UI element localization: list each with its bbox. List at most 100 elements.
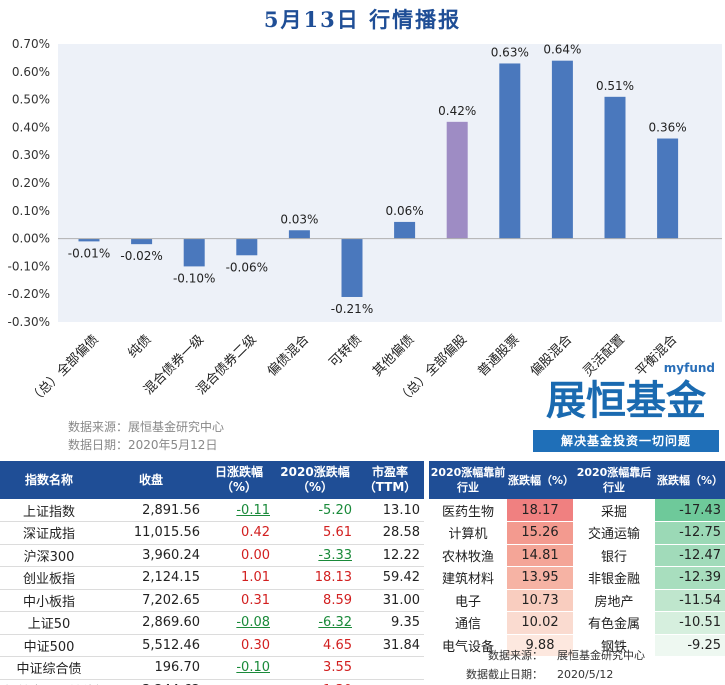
index-name-cell: 标普中国可转债指数 xyxy=(0,679,98,685)
index-row: 中小板指 7,202.65 0.31 8.59 31.00 xyxy=(0,589,424,612)
bottom-industry-cell: 有色金属 xyxy=(573,611,655,635)
y-tick-label: 0.20% xyxy=(12,176,50,190)
index-table-header: 指数名称 收盘 日涨跌幅（%） 2020涨跌幅（%） 市盈率（TTM） xyxy=(0,461,424,499)
bar-value-label: -0.02% xyxy=(120,249,162,263)
index-close-cell: 11,015.56 xyxy=(98,521,204,545)
bottom-industry-cell: 非银金融 xyxy=(573,566,655,590)
bottom-industry-change-cell: -12.75 xyxy=(655,521,725,545)
x-category-label: 普通股票 xyxy=(475,332,522,379)
bar-value-label: 0.06% xyxy=(386,204,424,218)
y-tick-label: 0.10% xyxy=(12,204,50,218)
index-ytd-change-cell: 18.13 xyxy=(274,566,356,590)
index-ytd-change-cell: 8.59 xyxy=(274,589,356,612)
bar xyxy=(394,221,416,239)
bar xyxy=(288,230,310,239)
index-row: 中证500 5,512.46 0.30 4.65 31.84 xyxy=(0,634,424,657)
chart-source: 数据来源：展恒基金研究中心 xyxy=(68,420,225,434)
index-close-cell: 2,891.56 xyxy=(98,499,204,522)
index-name-cell: 中证500 xyxy=(0,634,98,657)
index-day-change-cell: - xyxy=(204,679,274,685)
bar-value-label: -0.01% xyxy=(68,246,110,260)
index-pe-cell: 31.84 xyxy=(356,634,424,657)
industry-row: 电子 10.73 房地产 -11.54 xyxy=(429,589,725,612)
bottom-industry-cell: 交通运输 xyxy=(573,521,655,545)
header-close: 收盘 xyxy=(98,461,204,499)
bottom-industry-cell: 采掘 xyxy=(573,499,655,522)
footer-source-row: 数据来源： 展恒基金研究中心 xyxy=(429,646,725,665)
page-title: 5月13日 行情播报 xyxy=(263,7,462,32)
top-industry-cell: 电子 xyxy=(429,589,507,612)
industry-row: 建筑材料 13.95 非银金融 -12.39 xyxy=(429,566,725,590)
index-name-cell: 中证综合债 xyxy=(0,656,98,680)
index-day-change-cell: 0.31 xyxy=(204,589,274,612)
bar xyxy=(446,121,468,239)
bottom-industry-change-cell: -11.54 xyxy=(655,589,725,612)
index-pe-cell: 12.22 xyxy=(356,544,424,567)
index-ytd-change-cell: 3.55 xyxy=(274,656,356,680)
footer-source-value: 展恒基金研究中心 xyxy=(557,649,645,662)
index-close-cell: 7,202.65 xyxy=(98,589,204,612)
bottom-industry-change-cell: -9.25 xyxy=(655,634,725,657)
footer-date-row: 数据截止日期： 2020/5/12 xyxy=(429,665,725,684)
industry-table: 2020涨幅靠前行业 涨跌幅（%） 2020涨幅靠后行业 涨跌幅（%） 医药生物… xyxy=(429,461,725,657)
y-tick-label: 0.00% xyxy=(12,232,50,246)
bar xyxy=(341,238,363,297)
index-name-cell: 深证成指 xyxy=(0,521,98,545)
index-name-cell: 创业板指 xyxy=(0,566,98,590)
top-industry-change-cell: 9.88 xyxy=(507,634,573,657)
industry-row: 医药生物 18.17 采掘 -17.43 xyxy=(429,499,725,522)
y-tick-label: 0.40% xyxy=(12,120,50,134)
index-name-cell: 中小板指 xyxy=(0,589,98,612)
bar-value-label: 0.36% xyxy=(649,121,687,135)
top-industry-cell: 农林牧渔 xyxy=(429,544,507,567)
bar xyxy=(604,96,626,239)
index-name-cell: 沪深300 xyxy=(0,544,98,567)
header-index-name: 指数名称 xyxy=(0,461,98,499)
header-pe: 市盈率（TTM） xyxy=(356,461,424,499)
index-close-cell: 5,512.46 xyxy=(98,634,204,657)
index-day-change-cell: -0.10 xyxy=(204,656,274,680)
bar-value-label: 0.42% xyxy=(438,104,476,118)
top-industry-change-cell: 18.17 xyxy=(507,499,573,522)
index-close-cell: 196.70 xyxy=(98,656,204,680)
index-day-change-cell: 0.42 xyxy=(204,521,274,545)
index-row: 深证成指 11,015.56 0.42 5.61 28.58 xyxy=(0,521,424,545)
y-tick-label: 0.60% xyxy=(12,65,50,79)
index-pe-cell xyxy=(356,679,424,685)
top-industry-cell: 医药生物 xyxy=(429,499,507,522)
bottom-industry-cell: 银行 xyxy=(573,544,655,567)
index-name-cell: 上证指数 xyxy=(0,499,98,522)
header-top-change: 涨跌幅（%） xyxy=(507,461,574,499)
x-category-label: 可转债 xyxy=(327,332,365,370)
bar xyxy=(657,138,679,239)
top-industry-cell: 建筑材料 xyxy=(429,566,507,590)
bar-value-label: -0.10% xyxy=(173,271,215,285)
bottom-industry-change-cell: -17.43 xyxy=(655,499,725,522)
bottom-industry-change-cell: -12.39 xyxy=(655,566,725,590)
index-pe-cell: 59.42 xyxy=(356,566,424,590)
bar-chart: 0.70% 0.60% 0.50% 0.40% 0.30% 0.20% 0.10% 0.00%… xyxy=(8,37,722,407)
index-row: 上证50 2,869.60 -0.08 -6.32 9.35 xyxy=(0,611,424,635)
y-tick-label: 0.50% xyxy=(12,93,50,107)
index-ytd-change-cell: -3.33 xyxy=(274,544,356,567)
footer-date-value: 2020/5/12 xyxy=(557,668,614,681)
top-industry-cell: 电气设备 xyxy=(429,634,507,657)
y-tick-label: 0.70% xyxy=(12,37,50,51)
index-ytd-change-cell: 1.30 xyxy=(274,679,356,685)
bar xyxy=(499,63,521,239)
index-name-cell: 上证50 xyxy=(0,611,98,635)
top-industry-change-cell: 14.81 xyxy=(507,544,573,567)
index-row: 上证指数 2,891.56 -0.11 -5.20 13.10 xyxy=(0,499,424,522)
index-row: 标普中国可转债指数3,244.62-1.30 xyxy=(0,679,424,685)
index-close-cell: 2,869.60 xyxy=(98,611,204,635)
bottom-industry-change-cell: -12.47 xyxy=(655,544,725,567)
y-tick-label: -0.10% xyxy=(8,259,50,273)
top-industry-change-cell: 13.95 xyxy=(507,566,573,590)
industry-row: 计算机 15.26 交通运输 -12.75 xyxy=(429,521,725,545)
index-close-cell: 2,124.15 xyxy=(98,566,204,590)
index-day-change-cell: -0.08 xyxy=(204,611,274,635)
index-pe-cell: 31.00 xyxy=(356,589,424,612)
index-pe-cell: 13.10 xyxy=(356,499,424,522)
logo-slogan: 解决基金投资一切问题 xyxy=(533,430,719,452)
index-day-change-cell: 0.00 xyxy=(204,544,274,567)
